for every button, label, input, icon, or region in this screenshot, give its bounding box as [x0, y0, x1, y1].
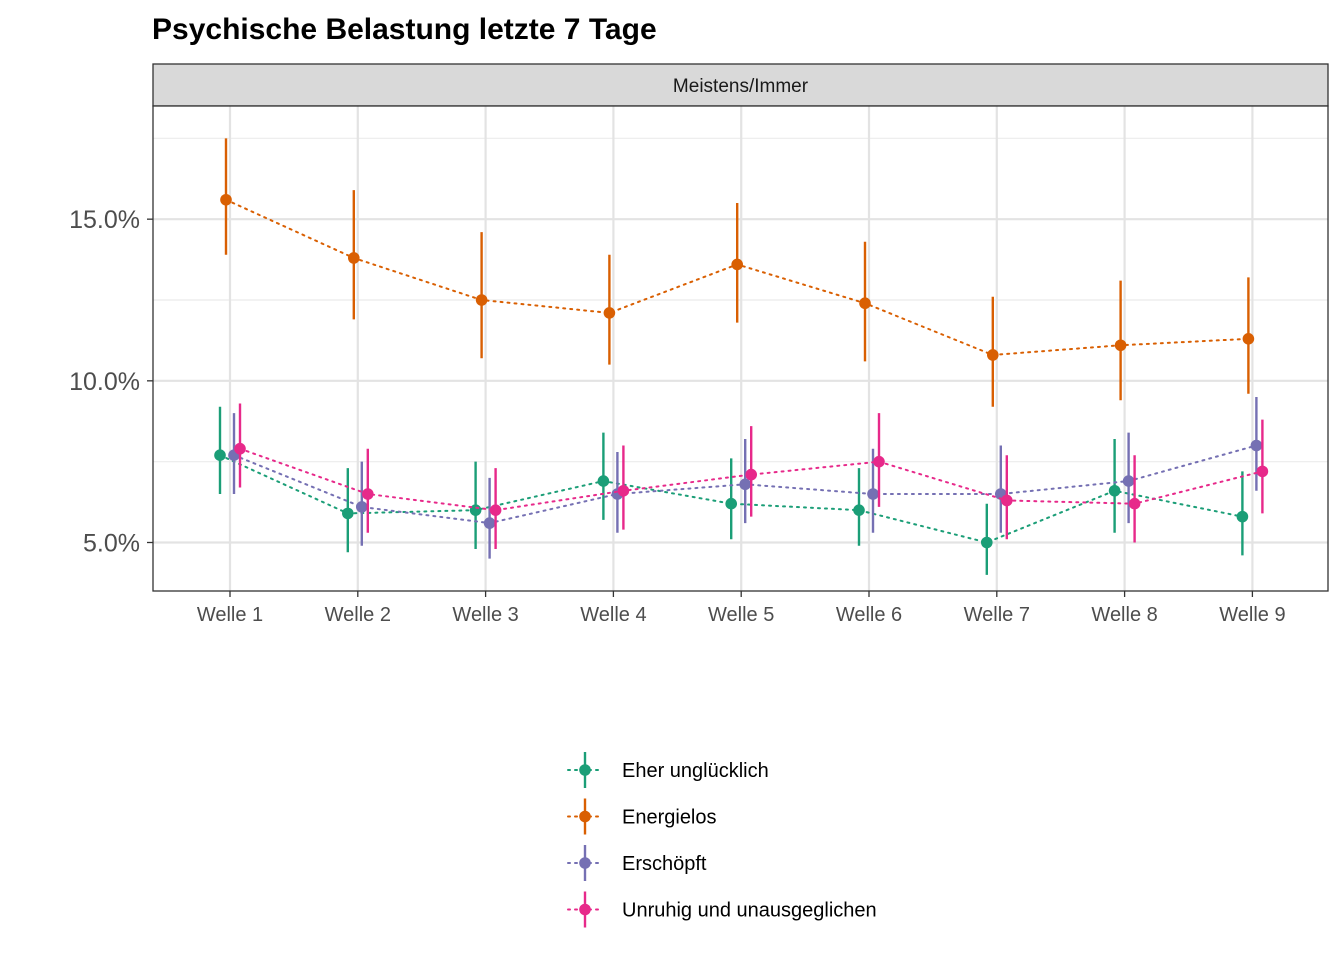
legend: Eher unglücklich Energielos Erschöpft Unruh…	[567, 752, 877, 928]
data-point	[1128, 497, 1141, 510]
data-point	[1256, 465, 1269, 478]
data-point	[981, 536, 993, 549]
data-point	[1242, 333, 1255, 345]
data-point	[853, 504, 865, 516]
series-4	[234, 403, 1269, 549]
data-point	[745, 468, 757, 481]
data-point	[348, 252, 360, 264]
legend-label: Eher unglücklich	[622, 760, 769, 782]
data-point	[725, 497, 737, 510]
data-point	[220, 193, 232, 206]
x-tick-label: Welle 5	[708, 604, 774, 626]
data-point	[603, 307, 616, 319]
x-tick-label: Welle 2	[325, 604, 391, 626]
series-line	[239, 447, 1264, 512]
legend-label: Unruhig und unausgeglichen	[622, 900, 877, 922]
x-tick-label: Welle 3	[452, 604, 518, 626]
legend-item: Unruhig und unausgeglichen	[567, 891, 877, 928]
legend-label: Erschöpft	[622, 853, 707, 875]
legend-marker	[579, 764, 591, 776]
data-point	[873, 455, 885, 468]
series-line	[219, 454, 1244, 544]
data-point	[731, 258, 743, 271]
series-layer	[214, 138, 1269, 575]
data-point	[867, 488, 879, 500]
y-tick-label: 15.0%	[69, 206, 140, 234]
x-tick-label: Welle 7	[964, 604, 1030, 626]
data-point	[617, 484, 630, 497]
series-1	[214, 406, 1249, 575]
data-point	[1250, 439, 1263, 452]
data-point	[356, 501, 368, 513]
data-point	[987, 349, 999, 361]
x-tick-label: Welle 6	[836, 604, 902, 626]
legend-marker	[579, 810, 591, 823]
data-point	[342, 507, 354, 520]
facet-strip	[152, 63, 1329, 107]
data-point	[1114, 339, 1127, 352]
legend-marker	[579, 903, 591, 916]
y-axis: 5.0% 10.0% 15.0%	[69, 206, 153, 558]
data-point	[1122, 475, 1135, 487]
data-point	[597, 475, 610, 487]
series-2	[220, 138, 1255, 407]
data-point	[234, 442, 246, 455]
x-tick-label: Welle 9	[1219, 604, 1285, 626]
data-point	[859, 297, 871, 310]
plot-border	[152, 105, 1329, 592]
data-point	[1236, 510, 1249, 523]
series-3	[228, 397, 1263, 559]
grid-lines	[153, 106, 1328, 591]
data-point	[469, 504, 482, 516]
data-point	[214, 449, 226, 462]
data-point	[739, 478, 751, 491]
legend-marker	[579, 857, 591, 869]
legend-label: Energielos	[622, 807, 717, 829]
legend-item: Erschöpft	[567, 845, 707, 881]
data-point	[489, 504, 502, 516]
data-point	[1108, 484, 1121, 497]
legend-item: Energielos	[567, 798, 717, 835]
x-tick-label: Welle 1	[197, 604, 263, 626]
data-point	[1001, 494, 1013, 507]
x-tick-label: Welle 4	[580, 604, 646, 626]
y-tick-label: 10.0%	[69, 368, 140, 396]
data-point	[483, 517, 496, 529]
facet-label: Meistens/Immer	[673, 76, 809, 97]
data-point	[362, 488, 374, 500]
x-tick-label: Welle 8	[1091, 604, 1157, 626]
data-point	[475, 294, 488, 306]
chart-title: Psychische Belastung letzte 7 Tage	[152, 13, 657, 46]
legend-item: Eher unglücklich	[567, 752, 769, 788]
x-axis: Welle 1 Welle 2 Welle 3 Welle 4 Welle 5 Welle…	[197, 591, 1286, 626]
y-tick-label: 5.0%	[83, 530, 140, 558]
